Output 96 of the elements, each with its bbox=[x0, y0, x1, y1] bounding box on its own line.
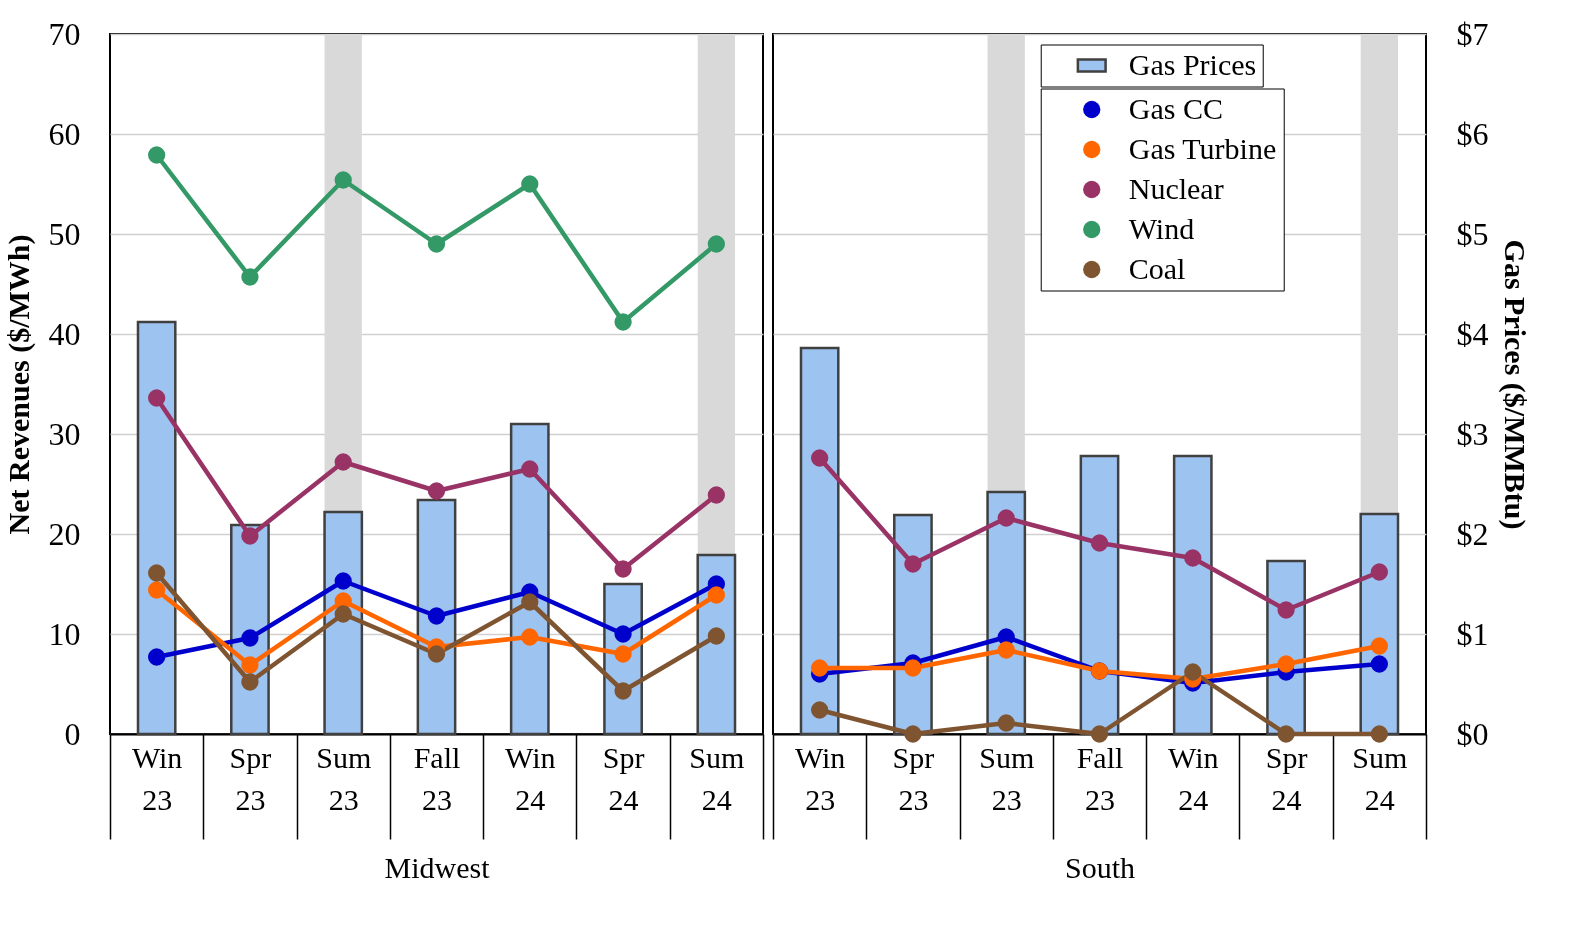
point bbox=[427, 645, 446, 663]
y2-tick-label: $1 bbox=[1456, 615, 1489, 652]
legend-label: Gas Prices bbox=[1128, 47, 1257, 81]
x-tick-label: Fall 23 bbox=[413, 740, 461, 816]
legend-label: Wind bbox=[1128, 211, 1195, 245]
legend-label: Gas CC bbox=[1128, 91, 1223, 125]
point bbox=[707, 235, 726, 253]
point bbox=[241, 673, 259, 691]
point bbox=[147, 581, 166, 599]
point bbox=[521, 175, 539, 193]
x-tick-label: Spr 23 bbox=[892, 740, 935, 816]
point bbox=[147, 648, 166, 666]
point bbox=[241, 629, 259, 647]
bar bbox=[1079, 454, 1120, 736]
point bbox=[427, 607, 446, 625]
point bbox=[810, 659, 829, 677]
point bbox=[1370, 563, 1389, 581]
y-tick-label: 70 bbox=[48, 15, 81, 52]
y-tick-label: 40 bbox=[48, 315, 81, 352]
x-tick-label: Sum 24 bbox=[1352, 740, 1408, 816]
x-tick-label: Win 23 bbox=[131, 740, 183, 816]
point bbox=[614, 313, 632, 331]
bar bbox=[1172, 454, 1213, 736]
y-tick-label: 50 bbox=[48, 215, 81, 252]
x-tick-label: Sum 23 bbox=[979, 740, 1035, 816]
x-axis-title: Midwest bbox=[384, 851, 491, 885]
point bbox=[997, 509, 1015, 527]
x-tick-label: Sum 24 bbox=[689, 740, 745, 816]
x-axis-title: South bbox=[1064, 851, 1136, 885]
point bbox=[614, 682, 632, 700]
point bbox=[904, 555, 922, 573]
legend-label: Nuclear bbox=[1128, 171, 1224, 205]
x-tick-label: Win 24 bbox=[505, 740, 556, 816]
point bbox=[521, 460, 539, 478]
point bbox=[997, 641, 1015, 659]
point bbox=[904, 725, 922, 743]
y2-tick-label: $2 bbox=[1456, 515, 1489, 552]
point bbox=[334, 605, 352, 623]
point bbox=[1090, 534, 1109, 552]
point bbox=[707, 586, 726, 604]
point bbox=[614, 560, 632, 578]
point bbox=[1277, 655, 1295, 673]
x-tick-label: Win 24 bbox=[1168, 740, 1219, 816]
x-tick-label: Spr 23 bbox=[229, 740, 272, 816]
point bbox=[1184, 663, 1202, 681]
y-tick-label: 30 bbox=[48, 415, 81, 452]
point bbox=[1370, 655, 1389, 673]
point bbox=[334, 453, 352, 471]
y-axis-title: Net Revenues ($/MWh) bbox=[1, 234, 36, 535]
y-tick-label: 10 bbox=[48, 615, 81, 652]
point bbox=[1277, 601, 1295, 619]
point bbox=[241, 268, 259, 286]
point bbox=[334, 572, 352, 590]
y2-tick-label: $3 bbox=[1456, 415, 1489, 452]
point bbox=[147, 146, 166, 164]
point bbox=[334, 171, 352, 189]
bar bbox=[136, 320, 177, 736]
point bbox=[241, 527, 259, 545]
point bbox=[1370, 637, 1389, 655]
x-tick-label: Sum 23 bbox=[316, 740, 372, 816]
point bbox=[427, 235, 446, 253]
point bbox=[614, 645, 632, 663]
point bbox=[1370, 725, 1389, 743]
bar bbox=[799, 346, 840, 736]
y-tick-label: 60 bbox=[48, 115, 81, 152]
point bbox=[810, 701, 829, 719]
point bbox=[521, 593, 539, 611]
x-tick-label: Spr 24 bbox=[1265, 740, 1308, 816]
y-tick-label: 20 bbox=[48, 515, 81, 552]
y2-tick-label: $7 bbox=[1456, 15, 1489, 52]
point bbox=[707, 486, 726, 504]
y2-tick-label: $5 bbox=[1456, 215, 1489, 252]
y2-tick-label: $6 bbox=[1456, 115, 1489, 152]
point bbox=[147, 389, 166, 407]
point bbox=[241, 656, 259, 674]
point bbox=[1277, 725, 1295, 743]
x-tick-label: Win 23 bbox=[794, 740, 846, 816]
y2-tick-label: $4 bbox=[1456, 315, 1489, 352]
x-tick-label: Fall 23 bbox=[1076, 740, 1124, 816]
point bbox=[614, 625, 632, 643]
point bbox=[147, 564, 166, 582]
point bbox=[707, 627, 726, 645]
y2-tick-label: $0 bbox=[1456, 715, 1489, 752]
legend-label: Gas Turbine bbox=[1128, 131, 1277, 165]
point bbox=[427, 482, 446, 500]
point bbox=[997, 714, 1015, 732]
point bbox=[904, 659, 922, 677]
point bbox=[1184, 549, 1202, 567]
point bbox=[521, 628, 539, 646]
x-tick-label: Spr 24 bbox=[602, 740, 645, 816]
y2-axis-title: Gas Prices ($/MMBtu) bbox=[1497, 239, 1532, 530]
y-tick-label: 0 bbox=[64, 715, 81, 752]
bar bbox=[416, 498, 457, 736]
legend-label: Coal bbox=[1128, 251, 1186, 285]
point bbox=[810, 449, 829, 467]
point bbox=[1090, 725, 1109, 743]
